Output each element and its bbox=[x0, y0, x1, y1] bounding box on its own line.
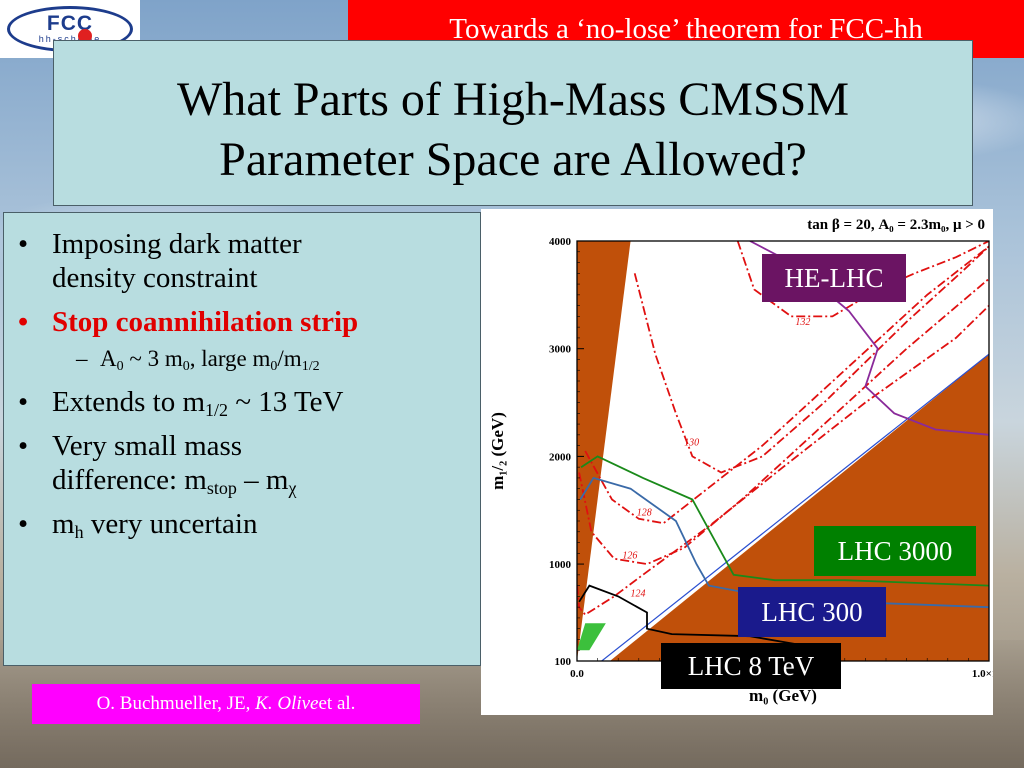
label-lhc-3000: LHC 3000 bbox=[814, 526, 976, 576]
x-tick-label: 1.0×10⁴ bbox=[972, 668, 993, 680]
logo-dot-icon bbox=[78, 29, 92, 43]
bullet-text: density constraint bbox=[52, 262, 258, 294]
text: /m bbox=[277, 346, 302, 371]
contour-label: 128 bbox=[637, 508, 652, 519]
contour-label: 124 bbox=[631, 588, 646, 599]
x-axis-label: m₀ (GeV) bbox=[749, 686, 817, 705]
citation-box: O. Buchmueller, JE, K. Olive et al. bbox=[32, 684, 420, 724]
title-line-1: What Parts of High-Mass CMSSM bbox=[176, 73, 850, 126]
subscript: 0 bbox=[270, 359, 278, 374]
bullet-higgs-mass: mh very uncertain bbox=[4, 507, 480, 541]
subscript: χ bbox=[288, 478, 297, 498]
label-lhc-8tev: LHC 8 TeV bbox=[661, 643, 841, 689]
contour-label: 132 bbox=[795, 317, 810, 328]
contour-label: 126 bbox=[622, 551, 637, 562]
chart-title: tan β = 20, A₀ = 2.3m₀, μ > 0 bbox=[807, 217, 985, 233]
text: – m bbox=[236, 464, 289, 496]
subscript: 0 bbox=[116, 359, 124, 374]
subscript: 1/2 bbox=[301, 359, 320, 374]
y-tick-label: 100 bbox=[555, 656, 572, 668]
text: A bbox=[100, 346, 117, 371]
text: ~ 13 TeV bbox=[228, 386, 344, 418]
x-tick-label: 0.0 bbox=[570, 668, 584, 680]
bullet-dark-matter: Imposing dark matter density constraint bbox=[4, 227, 480, 295]
bullet-extends: Extends to m1/2 ~ 13 TeV bbox=[4, 385, 480, 419]
subscript: stop bbox=[206, 478, 237, 498]
text: ~ 3 m bbox=[123, 346, 183, 371]
bullet-text: Very small mass bbox=[52, 430, 243, 462]
cmssm-plot-panel: 124 126 128 130 132 100 1000 2000 3000 4000 0.0 1.0… bbox=[481, 209, 993, 715]
contour-line bbox=[601, 353, 989, 661]
bullet-stop-coannihilation: Stop coannihilation strip bbox=[4, 305, 480, 339]
text: Extends to m bbox=[52, 386, 206, 418]
label-lhc-300: LHC 300 bbox=[738, 587, 886, 637]
citation-italic: K. Olive bbox=[255, 693, 319, 714]
excluded-region bbox=[609, 354, 989, 661]
bullet-text: Imposing dark matter bbox=[52, 228, 302, 260]
sub-bullet-a0: A0 ~ 3 m0, large m0/m1/2 bbox=[4, 345, 480, 374]
y-tick-label: 2000 bbox=[549, 451, 572, 463]
bullet-mass-difference: Very small mass difference: mstop – mχ bbox=[4, 429, 480, 497]
label-he-lhc: HE-LHC bbox=[762, 254, 906, 302]
subscript: h bbox=[74, 522, 84, 542]
contour-line bbox=[580, 455, 989, 587]
contour-line bbox=[736, 241, 989, 318]
contour-line bbox=[578, 584, 800, 646]
logo-subtext: hh-scheme bbox=[38, 34, 102, 44]
title-line-2: Parameter Space are Allowed? bbox=[219, 133, 807, 186]
title-box: What Parts of High-Mass CMSSM Parameter … bbox=[53, 40, 973, 206]
y-tick-label: 1000 bbox=[549, 559, 572, 571]
text: m bbox=[52, 508, 75, 540]
logo-text: FCC bbox=[46, 12, 94, 35]
text: , large m bbox=[189, 346, 271, 371]
bullet-text: Stop coannihilation strip bbox=[52, 306, 359, 338]
bullet-list: Imposing dark matter density constraint … bbox=[4, 213, 480, 541]
y-tick-label: 4000 bbox=[549, 236, 572, 248]
text: difference: m bbox=[52, 464, 207, 496]
text: very uncertain bbox=[83, 508, 258, 540]
citation-prefix: O. Buchmueller, JE, bbox=[96, 693, 251, 714]
bullet-panel: Imposing dark matter density constraint … bbox=[3, 212, 481, 666]
contour-label: 130 bbox=[684, 438, 699, 449]
contour-line bbox=[578, 278, 989, 566]
contour-line bbox=[633, 245, 989, 474]
excluded-region bbox=[577, 623, 606, 651]
cmssm-plot: 124 126 128 130 132 100 1000 2000 3000 4000 0.0 1.0… bbox=[488, 217, 993, 705]
contour-line bbox=[584, 245, 989, 525]
y-axis-label: m₁/₂ (GeV) bbox=[488, 412, 507, 490]
citation-suffix: et al. bbox=[318, 693, 356, 714]
subscript: 0 bbox=[182, 359, 190, 374]
y-tick-label: 3000 bbox=[549, 344, 572, 356]
subscript: 1/2 bbox=[205, 400, 229, 420]
